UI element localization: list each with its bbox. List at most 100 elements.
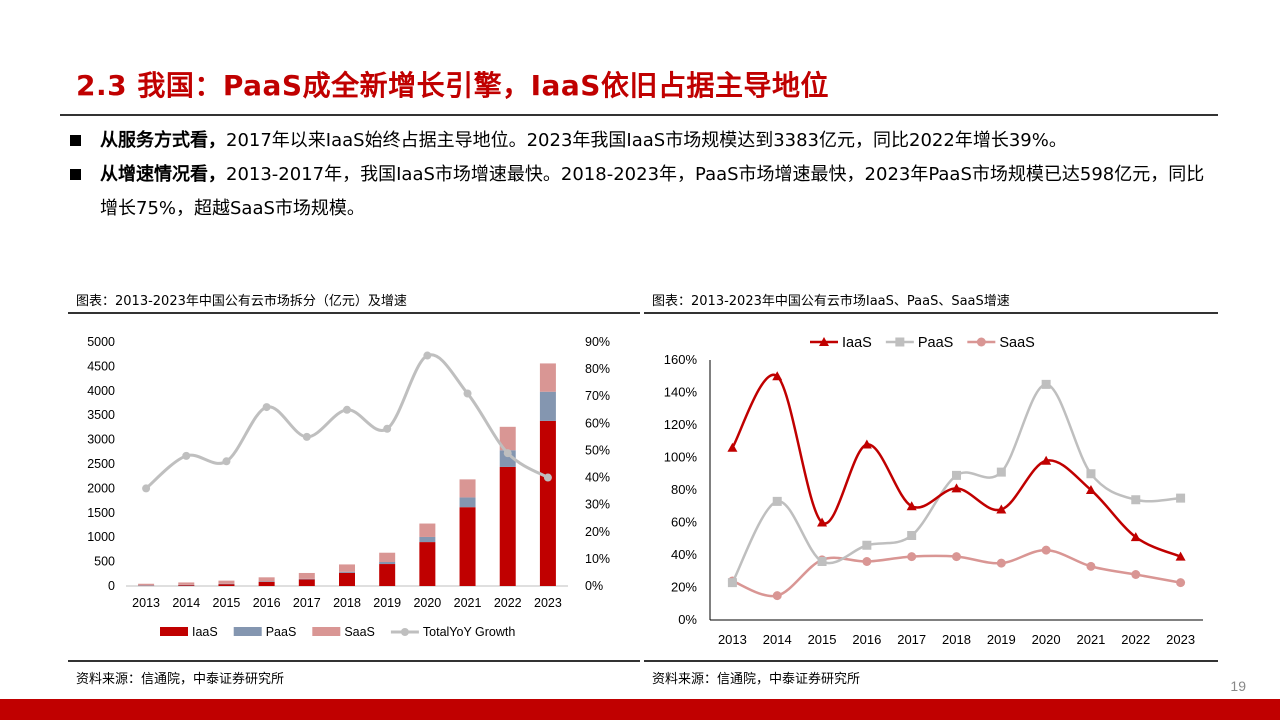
y2-tick-label: 50%: [585, 443, 610, 457]
bar-iaas: [258, 581, 275, 586]
iaas-point: [951, 483, 962, 493]
total-yoy-point: [423, 351, 432, 360]
saas-point: [1086, 561, 1096, 571]
paas-point: [817, 557, 827, 566]
right-chart-caption: 图表：2013-2023年中国公有云市场IaaS、PaaS、SaaS增速: [652, 294, 1010, 309]
paas-point: [772, 496, 782, 506]
bullet-text: 2013-2017年，我国IaaS市场增速最快。2018-2023年，PaaS市…: [100, 164, 1205, 219]
total-yoy-point: [503, 449, 512, 458]
bar-paas: [419, 536, 436, 543]
y-tick-label: 4500: [87, 359, 115, 373]
y-tick-label: 40%: [671, 547, 697, 562]
page-number: 19: [1230, 678, 1246, 694]
right-caption-rule: [644, 312, 1218, 314]
bar-saas: [379, 552, 396, 562]
bar-iaas: [499, 466, 516, 586]
y-tick-label: 3000: [87, 433, 115, 447]
saas-point: [772, 591, 782, 601]
square-bullet-icon: [70, 135, 81, 146]
bar-paas: [298, 578, 315, 580]
bar-iaas: [339, 572, 355, 586]
paas-point: [1131, 495, 1141, 505]
total-yoy-point: [262, 403, 271, 412]
y-tick-label: 140%: [664, 385, 698, 400]
iaas-point: [861, 439, 872, 449]
y-tick-label: 4000: [87, 384, 115, 398]
bullet-lead: 从服务方式看，: [100, 130, 226, 151]
square-bullet-icon: [70, 169, 81, 180]
market-split-chart: 0 500 1000 1500 2000 2500 3000 3500 4000 4500 5000…: [87, 335, 610, 639]
y-tick-label: 20%: [671, 580, 697, 595]
total-yoy-point: [383, 424, 392, 433]
iaas-point: [996, 504, 1007, 514]
paas-point: [907, 531, 917, 540]
x-tick-label: 2014: [763, 632, 792, 647]
bar-paas: [178, 584, 195, 586]
bottom-accent-bar: [0, 699, 1280, 720]
paas-point: [1086, 469, 1096, 479]
right-source-rule: [644, 660, 1218, 662]
bar-paas: [138, 585, 155, 586]
y2-tick-label: 70%: [585, 389, 610, 403]
bar-iaas: [419, 542, 436, 586]
paas-point: [1176, 493, 1186, 503]
y-tick-label: 5000: [87, 335, 115, 349]
total-yoy-line: [145, 353, 549, 490]
legend-label: PaaS: [918, 335, 953, 351]
total-yoy-point: [182, 451, 191, 460]
bar-saas: [178, 582, 195, 585]
iaas-point: [1175, 551, 1186, 561]
y2-tick-label: 0%: [585, 579, 603, 593]
saas-point: [862, 557, 872, 566]
total-yoy-point: [302, 432, 311, 441]
page-title: 2.3 我国：PaaS成全新增长引擎，IaaS依旧占据主导地位: [76, 69, 829, 102]
y2-tick-label: 40%: [585, 471, 610, 485]
bar-saas: [138, 583, 155, 586]
legend-label: SaaS: [999, 335, 1034, 351]
x-tick-label: 2020: [413, 596, 441, 610]
iaas-point: [906, 501, 917, 511]
legend-marker-total: [400, 628, 409, 636]
x-tick-label: 2015: [808, 632, 837, 647]
y2-tick-label: 60%: [585, 416, 610, 430]
total-yoy-point: [543, 473, 552, 482]
iaas-point: [1041, 455, 1052, 465]
x-tick-label: 2016: [852, 632, 881, 647]
y-tick-label: 0: [108, 579, 115, 593]
bar-paas: [258, 581, 275, 582]
y-tick-label: 2000: [87, 481, 115, 495]
bar-paas: [459, 497, 476, 508]
y2-tick-label: 30%: [585, 498, 610, 512]
bar-iaas: [459, 507, 476, 586]
bar-paas: [339, 571, 355, 573]
x-tick-label: 2017: [293, 596, 321, 610]
bar-iaas: [218, 584, 235, 586]
legend-label: SaaS: [344, 625, 375, 639]
bullet-list: 从服务方式看，2017年以来IaaS始终占据主导地位。2023年我国IaaS市场…: [68, 124, 1218, 226]
y2-tick-label: 20%: [585, 525, 610, 539]
right-source-note: 资料来源：信通院，中泰证券研究所: [652, 672, 861, 687]
x-tick-label: 2017: [897, 632, 926, 647]
x-tick-label: 2015: [213, 596, 241, 610]
left-chart-caption: 图表：2013-2023年中国公有云市场拆分（亿元）及增速: [76, 294, 407, 309]
paas-point: [1041, 379, 1051, 389]
iaas-point: [1085, 485, 1096, 494]
total-yoy-point: [222, 457, 231, 466]
iaas-point: [772, 371, 783, 381]
y-tick-label: 3500: [87, 408, 115, 422]
bar-saas: [459, 479, 476, 498]
paas-point: [862, 540, 872, 550]
y-tick-label: 100%: [664, 450, 698, 465]
saas-point: [952, 552, 961, 562]
total-yoy-point: [343, 405, 351, 414]
x-tick-label: 2021: [454, 596, 482, 610]
bar-iaas: [539, 420, 556, 586]
iaas-point: [1130, 532, 1141, 542]
legend-swatch-saas: [312, 627, 341, 636]
paas-point: [996, 467, 1006, 477]
bar-paas: [218, 583, 235, 585]
x-tick-label: 2023: [1166, 632, 1195, 647]
x-tick-label: 2019: [373, 596, 401, 610]
iaas-point: [817, 517, 828, 527]
x-tick-label: 2022: [494, 596, 522, 610]
